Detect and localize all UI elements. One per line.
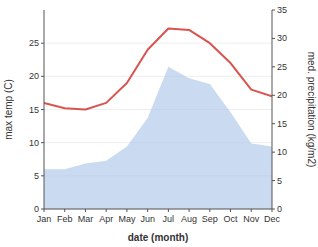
grid [44,43,272,209]
y-tick-label: 15 [29,105,39,115]
x-tick-label: Jun [140,214,155,224]
y2-tick [272,123,275,124]
y2-tick-label: 0 [277,204,282,214]
x-tick-label: Oct [224,214,239,224]
y2-tick-label: 15 [277,119,287,129]
x-tick-label: Dec [264,214,281,224]
y2-tick [272,10,275,11]
axes: 0 5 10 15 20 25 0 5 10 15 20 25 30 35 Jan Feb Mar Apr May J… [3,5,317,243]
x-tick [64,209,65,212]
y2-tick-label: 30 [277,33,287,43]
y2-tick-label: 10 [277,147,287,157]
y2-tick [272,180,275,181]
x-tick-label: Jan [37,214,52,224]
x-tick [106,209,107,212]
y-tick-label: 10 [29,138,39,148]
x-axis-label: date (month) [128,232,189,243]
x-tick-label: Mar [78,214,94,224]
x-tick [251,209,252,212]
x-tick [44,209,45,212]
y2-tick [272,152,275,153]
x-tick [230,209,231,212]
plot-area [44,29,272,209]
area [44,67,272,209]
x-tick [168,209,169,212]
y2-tick [272,66,275,67]
x-tick [272,209,273,212]
grid-line [44,209,272,210]
y2-axis [272,10,273,209]
grid-line [44,76,272,77]
x-tick [147,209,148,212]
x-tick [126,209,127,212]
line [44,29,272,110]
y-tick [41,109,44,110]
x-axis [44,209,272,210]
x-tick-label: Aug [181,214,197,224]
y-tick-label: 25 [29,38,39,48]
y-tick-label: 5 [34,171,39,181]
x-tick-label: Sep [202,214,218,224]
y-tick [41,175,44,176]
y-axis-label: max temp (C) [3,79,14,140]
y2-tick-label: 5 [277,176,282,186]
y2-tick [272,95,275,96]
x-tick [189,209,190,212]
y2-tick-label: 20 [277,90,287,100]
y2-axis-label: med. precipitation (kg/m2) [306,52,317,168]
chart: 0 5 10 15 20 25 0 5 10 15 20 25 30 35 Jan Feb Mar Apr May J… [0,0,318,247]
x-tick [85,209,86,212]
y-tick-label: 0 [34,204,39,214]
x-tick-label: Jul [163,214,175,224]
y-tick [41,142,44,143]
x-tick-label: Nov [243,214,260,224]
x-tick [209,209,210,212]
x-tick-label: Feb [57,214,73,224]
y-tick [41,76,44,77]
x-tick-label: May [118,214,136,224]
y-tick-label: 20 [29,71,39,81]
grid-line [44,43,272,44]
y2-tick-label: 35 [277,5,287,15]
y-tick [41,43,44,44]
y2-tick [272,38,275,39]
x-tick-label: Apr [99,214,113,224]
y2-tick-label: 25 [277,62,287,72]
